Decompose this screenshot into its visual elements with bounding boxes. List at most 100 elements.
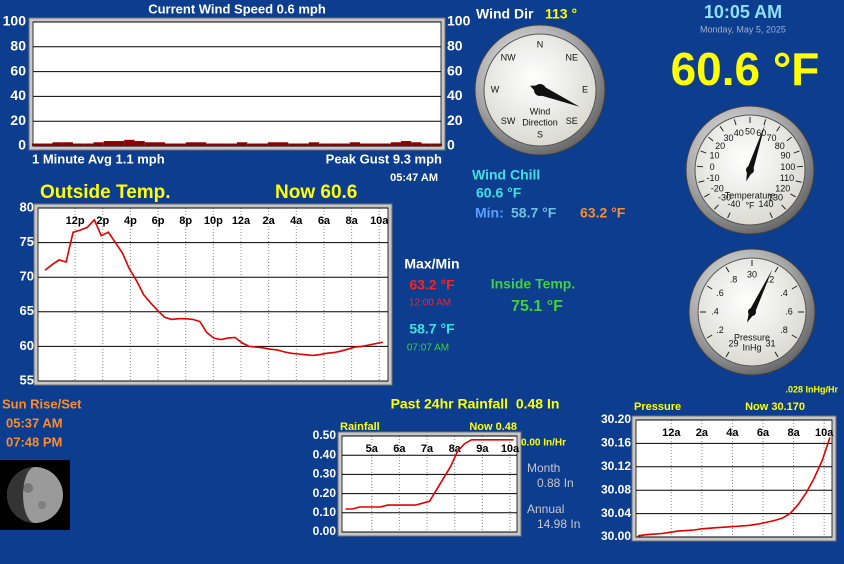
gauge-tick (708, 136, 714, 142)
bar (226, 143, 237, 146)
rain-total: 14.98 In (537, 517, 580, 531)
y-tick-label-right: 80 (447, 38, 463, 54)
temp-now: Now 60.6 (275, 182, 357, 203)
wind-dir-label: Wind Dir (476, 6, 534, 22)
y-tick-label: 65 (20, 303, 34, 318)
bar (124, 139, 135, 146)
x-tick-label: 10a (501, 443, 520, 455)
gauge-tick-label: .6 (716, 288, 724, 298)
gauge-tick-label: .2 (767, 274, 775, 284)
x-tick-label: 8p (179, 215, 192, 227)
clock-time: 10:05 AM (704, 2, 782, 22)
gauge-tick-label: 100 (780, 162, 795, 172)
gauge-tick (781, 204, 786, 210)
gauge-tick-label: 120 (775, 184, 790, 194)
bar (257, 143, 268, 146)
bar (247, 143, 258, 146)
gauge-tick-label: 30 (747, 269, 757, 279)
gauge-tick (706, 285, 713, 290)
x-tick-label: 8a (345, 215, 358, 227)
rain-title: Past 24hr Rainfall 0.48 In (391, 396, 560, 412)
y-tick-label: 75 (20, 234, 34, 249)
x-tick-label: 8a (787, 427, 800, 439)
rain-total: 0.88 In (537, 476, 574, 490)
bar (154, 142, 166, 146)
rain-chart-now: Now 0.48 (469, 421, 517, 433)
line (345, 439, 514, 510)
y-tick-label: 70 (20, 269, 34, 284)
y-tick-label: 60 (10, 62, 26, 78)
bar (390, 142, 402, 146)
rain-total: Month (527, 461, 560, 475)
y-tick-label-right: 40 (447, 87, 463, 103)
outdoor-temp: 60.6 °F (671, 43, 820, 95)
sunset: 07:48 PM (6, 434, 62, 449)
y-tick-label: 30.16 (601, 436, 631, 450)
x-tick-label: 6a (393, 443, 406, 455)
y-tick-label: 80 (20, 199, 34, 214)
gauge-tick-label: 130 (768, 193, 783, 203)
y-tick-label: 30.04 (601, 506, 631, 520)
gauge-tick-label: .6 (785, 306, 793, 316)
compass-point: SE (566, 116, 578, 126)
gauge-tick (706, 334, 713, 339)
bar (134, 141, 145, 146)
rain-chart-title: Rainfall (340, 421, 380, 433)
x-tick-label: 9a (476, 443, 489, 455)
gauge-tick (725, 266, 730, 273)
gauge-tick-label: 110 (780, 173, 794, 183)
wind-chill-min: 58.7 °F (511, 205, 557, 221)
gauge-hub (748, 308, 756, 316)
x-tick-label: 4a (290, 215, 303, 227)
y-tick-label-right: 0 (447, 137, 455, 153)
gauge-tick (795, 180, 802, 183)
gauge-tick (727, 212, 731, 219)
compass-point: N (537, 39, 544, 49)
x-tick-label: 5a (366, 443, 379, 455)
bar (31, 143, 43, 146)
moon-crater (23, 483, 33, 493)
x-tick-label: 12a (232, 215, 251, 227)
x-tick-label: 10p (204, 215, 223, 227)
gauge-tick-label: 80 (775, 141, 785, 151)
gauge-tick (698, 180, 705, 183)
gauge-caption: Pressure (734, 332, 770, 342)
x-tick-label: 4a (726, 427, 739, 439)
gauge-tick (776, 126, 781, 132)
sun-title: Sun Rise/Set (2, 396, 82, 411)
compass-point: S (537, 129, 543, 139)
gauge-tick-label: .4 (780, 288, 788, 298)
x-tick-label: 12a (662, 427, 681, 439)
bar (319, 143, 330, 146)
line (637, 437, 831, 537)
x-tick-label: 7a (421, 443, 434, 455)
bar (165, 143, 176, 146)
bar (267, 142, 279, 146)
y-tick-label: 30.00 (601, 529, 631, 543)
x-tick-label: 12p (66, 215, 85, 227)
gauge-tick-label: 70 (766, 133, 776, 143)
bar (421, 143, 432, 146)
gauge-caption: Temperature (725, 190, 776, 200)
gauge-tick (725, 351, 730, 358)
bar (431, 143, 443, 146)
footer-left: 1 Minute Avg 1.1 mph (32, 151, 165, 166)
pressure-chart-now: Now 30.170 (745, 401, 805, 413)
gauge-tick (700, 150, 707, 154)
gauge-hub (534, 84, 546, 96)
bar (83, 143, 94, 146)
y-tick-label-right: 100 (447, 13, 471, 29)
inside-temp-label: Inside Temp. (491, 276, 576, 292)
y-tick-label: 100 (3, 13, 27, 29)
clock-date: Monday, May 5, 2025 (700, 24, 786, 34)
compass-point: SW (501, 116, 516, 126)
gauge-tick (719, 126, 724, 132)
bar (42, 143, 53, 146)
bar (237, 142, 248, 146)
wind-chill-min-label: Min: (475, 205, 504, 221)
gauge-caption: Direction (522, 117, 558, 127)
bar (401, 141, 412, 146)
compass-point: E (582, 84, 588, 94)
y-tick-label: 40 (10, 87, 26, 103)
gauge-tick (763, 119, 767, 126)
